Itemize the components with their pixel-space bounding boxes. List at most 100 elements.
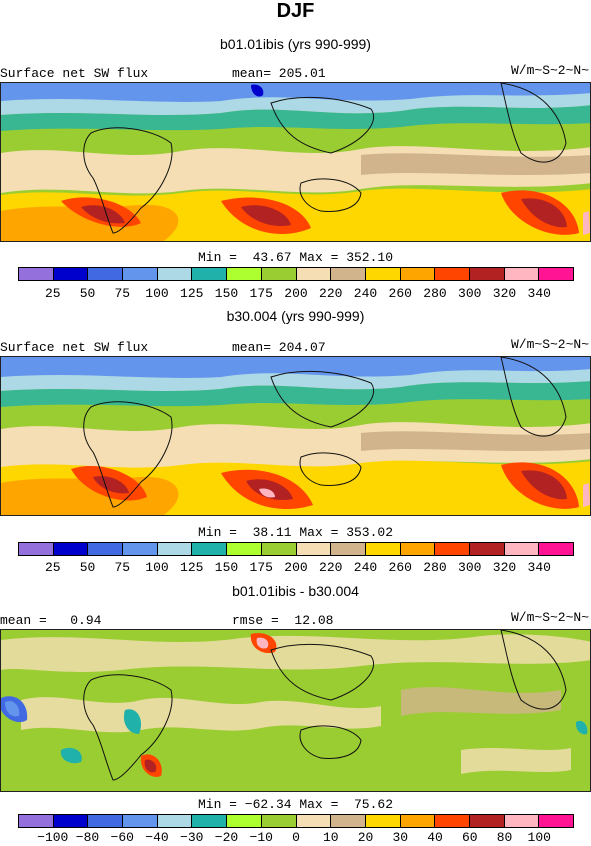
africa-outline (83, 127, 173, 234)
swatch-10 (331, 268, 366, 280)
tick-label: 320 (492, 286, 517, 301)
panel-3-mean-label: mean = 0.94 (0, 613, 102, 628)
asia-outline (270, 370, 374, 428)
swatch-16 (539, 815, 573, 827)
tick-label: −80 (75, 830, 100, 845)
tick-label: 60 (461, 830, 478, 845)
panel-2-colorbar (18, 542, 574, 556)
tick-label: 75 (114, 286, 131, 301)
swatch-03 (88, 268, 124, 280)
polar-band (1, 357, 590, 378)
tick-label: 240 (353, 286, 378, 301)
tick-label: 125 (180, 560, 204, 575)
min-spot (251, 84, 264, 97)
panel-1-colorbar (18, 267, 574, 281)
tick-label: 175 (249, 560, 273, 575)
asia-outline (270, 643, 374, 701)
south-pacific-max (521, 470, 567, 500)
tick-label: 220 (319, 560, 343, 575)
positive-peak (256, 637, 269, 649)
pacific-pos-band (401, 687, 561, 716)
tick-label: 25 (44, 560, 61, 575)
swatch-05 (157, 543, 193, 555)
panel-3-map-svg (1, 630, 590, 791)
tick-label: −100 (37, 830, 69, 845)
tick-label: 30 (392, 830, 409, 845)
tick-label: 50 (79, 286, 96, 301)
panel-1-subtitle: b01.01ibis (yrs 990-999) (220, 36, 371, 52)
swatch-08 (261, 268, 297, 280)
northern-band (1, 634, 590, 672)
panel-1-minmax: Min = 43.67 Max = 352.10 (197, 250, 394, 265)
tick-label: 10 (322, 830, 339, 845)
swatch-16 (539, 543, 573, 555)
swatch-10 (331, 543, 366, 555)
swatch-09 (296, 543, 332, 555)
south-pacific-max (521, 198, 567, 228)
swatch-11 (365, 268, 401, 280)
panel-2-subtitle: b30.004 (yrs 990-999) (226, 308, 365, 324)
tick-label: −10 (249, 830, 273, 845)
tick-label: 340 (527, 286, 551, 301)
swatch-15 (504, 268, 540, 280)
indian-ocean-max (246, 479, 293, 501)
tick-label: 0 (292, 830, 300, 845)
swatch-15 (504, 815, 540, 827)
panel-3-subtitle: b01.01ibis - b30.004 (232, 583, 359, 599)
swatch-16 (539, 268, 573, 280)
swatch-09 (296, 268, 332, 280)
tick-label: 280 (423, 286, 447, 301)
tick-label: 100 (145, 286, 169, 301)
tick-label: 300 (458, 286, 482, 301)
tropical-pos-band (21, 697, 381, 733)
swatch-02 (53, 268, 89, 280)
tick-label: −20 (214, 830, 239, 845)
tick-label: −40 (145, 830, 169, 845)
pacific-band (361, 153, 590, 175)
pacific-pink-spot (583, 483, 590, 507)
panel-2-map-svg (1, 357, 590, 515)
tick-label: 340 (527, 560, 551, 575)
tick-label: 50 (79, 560, 96, 575)
panel-2-units-label: W/m~S~2~N~ (510, 337, 589, 352)
tick-label: 25 (44, 286, 61, 301)
swatch-06 (192, 268, 228, 280)
swatch-14 (469, 268, 505, 280)
swatch-02 (53, 815, 89, 827)
australia-outline (299, 452, 362, 486)
tick-label: 280 (423, 560, 447, 575)
tick-label: 100 (145, 560, 169, 575)
swatch-13 (435, 268, 470, 280)
swatch-01 (19, 815, 54, 827)
panel-3-colorbar (18, 814, 574, 828)
tick-label: −30 (180, 830, 204, 845)
americas-outline (500, 630, 567, 710)
south-atlantic-orange (1, 204, 179, 241)
south-pacific-band (461, 748, 571, 774)
swatch-01 (19, 268, 54, 280)
tick-label: 100 (527, 830, 551, 845)
tick-label: 80 (496, 830, 513, 845)
swatch-11 (365, 543, 401, 555)
pacific-negative (575, 720, 588, 735)
panel-2-colorbar-labels: 25 50 75 100 125 150 175 200 220 240 260… (18, 560, 574, 576)
swatch-07 (227, 543, 262, 555)
swatch-05 (157, 268, 193, 280)
swatch-14 (469, 815, 505, 827)
teal-band (1, 381, 590, 407)
indian-ocean-max (241, 205, 291, 227)
swatch-11 (365, 815, 401, 827)
tick-label: 150 (214, 560, 239, 575)
swatch-07 (227, 268, 262, 280)
swatch-12 (400, 543, 436, 555)
tick-label: 300 (458, 560, 482, 575)
panel-1-variable-label: Surface net SW flux (0, 66, 149, 81)
panel-2-map (0, 356, 591, 516)
africa-negative (123, 709, 142, 734)
swatch-14 (469, 543, 505, 555)
swatch-04 (123, 815, 158, 827)
swatch-08 (261, 815, 297, 827)
swatch-06 (192, 815, 228, 827)
swatch-04 (123, 268, 158, 280)
panel-2-minmax: Min = 38.11 Max = 353.02 (197, 525, 394, 540)
